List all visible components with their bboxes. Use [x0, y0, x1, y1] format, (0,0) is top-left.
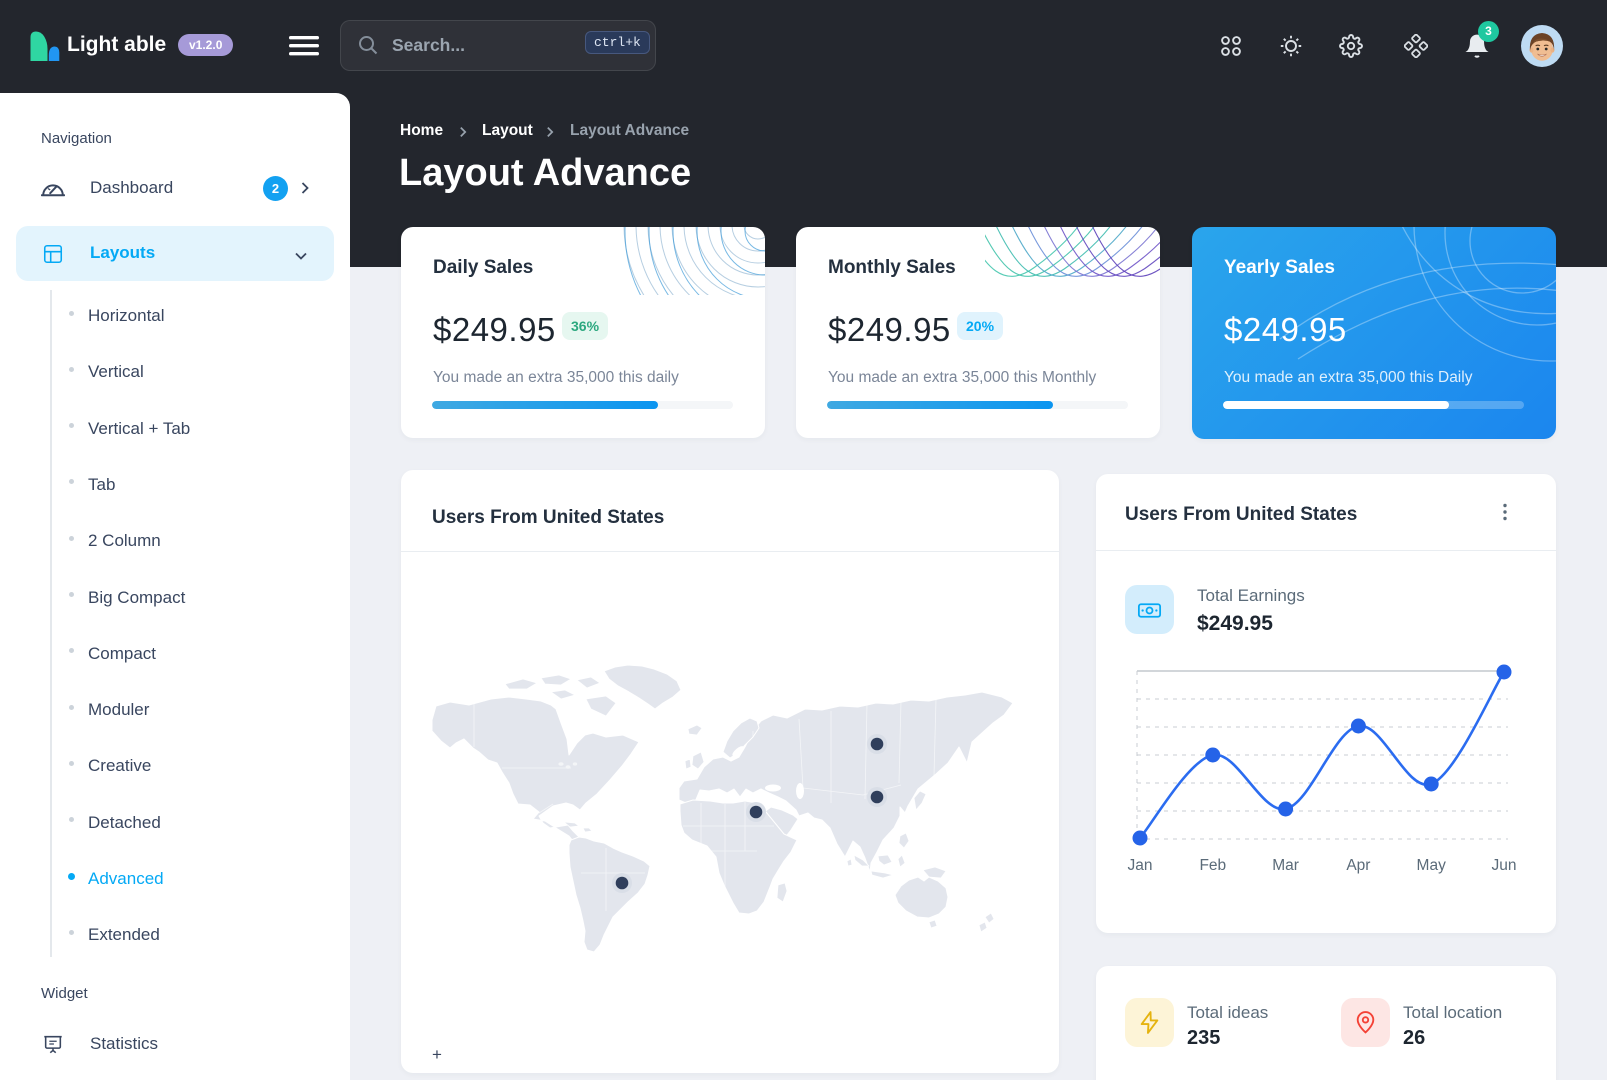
svg-text:May: May [1417, 857, 1447, 874]
svg-text:Apr: Apr [1346, 857, 1370, 874]
svg-text:Mar: Mar [1272, 857, 1299, 874]
svg-text:Feb: Feb [1199, 857, 1226, 874]
svg-text:Jun: Jun [1492, 857, 1517, 874]
svg-text:Jan: Jan [1128, 857, 1153, 874]
